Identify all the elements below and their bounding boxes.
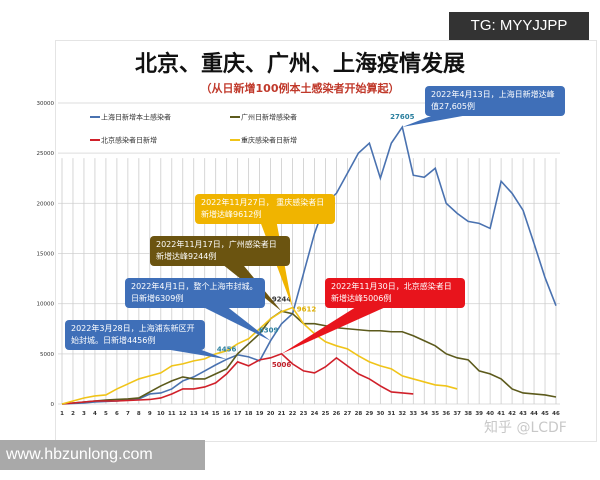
x-tick-label: 29 bbox=[366, 411, 374, 417]
x-tick-label: 10 bbox=[157, 411, 165, 417]
x-tick-label: 19 bbox=[256, 411, 264, 417]
x-tick-label: 26 bbox=[333, 411, 341, 417]
tg-watermark: TG: MYYJJPP bbox=[449, 12, 589, 40]
x-tick-label: 3 bbox=[82, 411, 86, 417]
x-tick-label: 15 bbox=[212, 411, 220, 417]
data-label: 27605 bbox=[390, 113, 414, 121]
annotation-callout: 2022年4月1日，整个上海市封城。日新增6309例 bbox=[125, 278, 265, 308]
x-tick-label: 8 bbox=[137, 411, 141, 417]
legend-label: 重庆感染者日新增 bbox=[241, 136, 297, 145]
x-tick-label: 5 bbox=[104, 411, 108, 417]
x-tick-label: 17 bbox=[234, 411, 242, 417]
zhihu-watermark: 知乎 @LCDF bbox=[484, 420, 567, 436]
chart-title: 北京、重庆、广州、上海疫情发展 bbox=[134, 52, 465, 77]
x-tick-label: 16 bbox=[223, 411, 231, 417]
x-tick-label: 20 bbox=[267, 411, 275, 417]
x-tick-label: 22 bbox=[289, 411, 297, 417]
x-tick-label: 7 bbox=[126, 411, 130, 417]
x-tick-label: 46 bbox=[552, 411, 560, 417]
annotation-callout: 2022年11月17日，广州感染者日新增达峰9244例 bbox=[150, 236, 290, 266]
y-tick-label: 5000 bbox=[40, 352, 54, 358]
x-tick-label: 11 bbox=[168, 411, 176, 417]
y-tick-label: 15000 bbox=[37, 252, 55, 258]
annotation-callout: 2022年11月27日， 重庆感染者日新增达峰9612例 bbox=[195, 194, 335, 224]
x-tick-label: 2 bbox=[71, 411, 75, 417]
legend-label: 上海日新增本土感染者 bbox=[101, 113, 171, 122]
x-tick-label: 1 bbox=[60, 411, 64, 417]
y-tick-label: 20000 bbox=[37, 201, 55, 207]
x-tick-label: 24 bbox=[311, 411, 319, 417]
x-tick-label: 33 bbox=[409, 411, 417, 417]
chart-subtitle: （从日新增100例本土感染者开始算起） bbox=[200, 82, 400, 95]
series-line-2 bbox=[61, 352, 414, 405]
x-tick-label: 4 bbox=[93, 411, 97, 417]
data-label: 4456 bbox=[217, 345, 237, 353]
x-tick-label: 30 bbox=[377, 411, 385, 417]
x-tick-label: 32 bbox=[398, 411, 406, 417]
x-tick-label: 40 bbox=[486, 411, 494, 417]
y-tick-label: 10000 bbox=[37, 302, 55, 308]
x-tick-label: 38 bbox=[464, 411, 472, 417]
y-tick-label: 25000 bbox=[37, 151, 55, 157]
x-tick-label: 23 bbox=[300, 411, 308, 417]
x-tick-label: 39 bbox=[475, 411, 483, 417]
x-tick-label: 13 bbox=[190, 411, 198, 417]
y-tick-label: 0 bbox=[51, 402, 55, 408]
x-tick-label: 36 bbox=[442, 411, 450, 417]
series-line-3 bbox=[61, 306, 458, 405]
series-line-0 bbox=[61, 125, 557, 405]
series-line-1 bbox=[61, 310, 557, 405]
data-label: 9612 bbox=[297, 306, 317, 314]
annotation-callout: 2022年11月30日，北京感染者日新增达峰5006例 bbox=[325, 278, 465, 308]
x-tick-label: 28 bbox=[355, 411, 363, 417]
annotation-callout: 2022年4月13日，上海日新增达峰值27,605例 bbox=[425, 86, 565, 116]
data-label: 9244 bbox=[272, 295, 292, 303]
x-tick-label: 45 bbox=[541, 411, 549, 417]
x-tick-label: 44 bbox=[530, 411, 538, 417]
x-tick-label: 41 bbox=[497, 411, 505, 417]
data-label: 6309 bbox=[259, 327, 279, 335]
x-tick-label: 34 bbox=[420, 411, 428, 417]
legend-label: 北京感染者日新增 bbox=[101, 136, 157, 145]
x-tick-label: 21 bbox=[278, 411, 286, 417]
x-tick-label: 27 bbox=[344, 411, 352, 417]
x-tick-label: 6 bbox=[115, 411, 119, 417]
x-tick-label: 9 bbox=[148, 411, 152, 417]
x-tick-label: 42 bbox=[508, 411, 516, 417]
x-tick-label: 14 bbox=[201, 411, 209, 417]
annotation-callout: 2022年3月28日，上海浦东新区开始封城。日新增4456例 bbox=[65, 320, 205, 350]
y-tick-label: 30000 bbox=[37, 101, 55, 107]
site-watermark: www.hbzunlong.com bbox=[0, 440, 205, 470]
legend-label: 广州日新增感染者 bbox=[241, 113, 297, 122]
x-tick-label: 18 bbox=[245, 411, 253, 417]
data-label: 5006 bbox=[272, 361, 292, 369]
x-tick-label: 43 bbox=[519, 411, 527, 417]
x-tick-label: 25 bbox=[322, 411, 330, 417]
x-tick-label: 12 bbox=[179, 411, 187, 417]
x-tick-label: 37 bbox=[453, 411, 461, 417]
x-tick-label: 35 bbox=[431, 411, 439, 417]
x-tick-label: 31 bbox=[388, 411, 396, 417]
